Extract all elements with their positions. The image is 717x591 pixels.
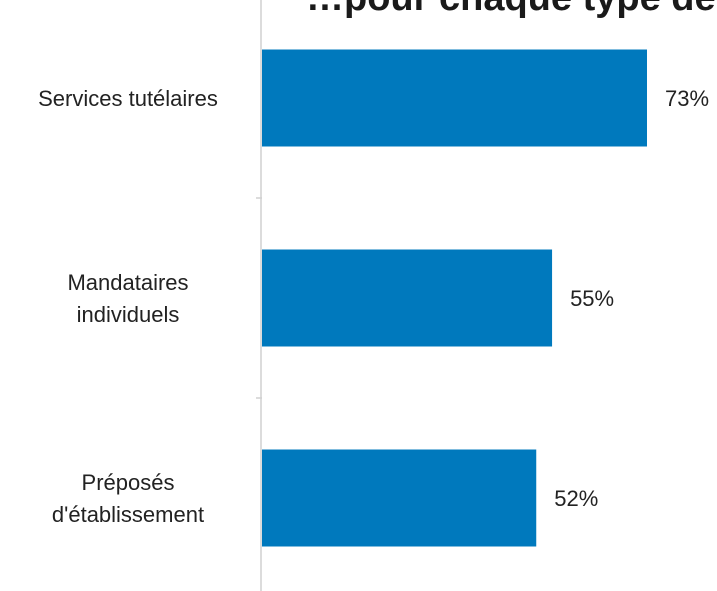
bar-mandataires-individuels [262, 249, 553, 347]
bar-services-tutelaires [262, 49, 647, 147]
category-label-preposes-d-etablissement: Préposés d'établissement [52, 470, 204, 527]
bar-preposes-d-etablissement [262, 449, 537, 547]
chart-title: …pour chaque type de… [306, 0, 717, 19]
category-label-services-tutelaires: Services tutélaires [38, 86, 218, 111]
value-label-mandataires-individuels: 55% [570, 286, 614, 311]
axis-ticks [256, 197, 262, 399]
value-label-services-tutelaires: 73% [665, 86, 709, 111]
category-label-mandataires-individuels: Mandataires individuels [67, 270, 188, 327]
value-label-preposes-d-etablissement: 52% [554, 486, 598, 511]
bars [262, 49, 647, 547]
category-labels: Services tutélaires Mandataires individuel… [38, 86, 218, 527]
value-labels: 73% 55% 52% [554, 86, 709, 511]
